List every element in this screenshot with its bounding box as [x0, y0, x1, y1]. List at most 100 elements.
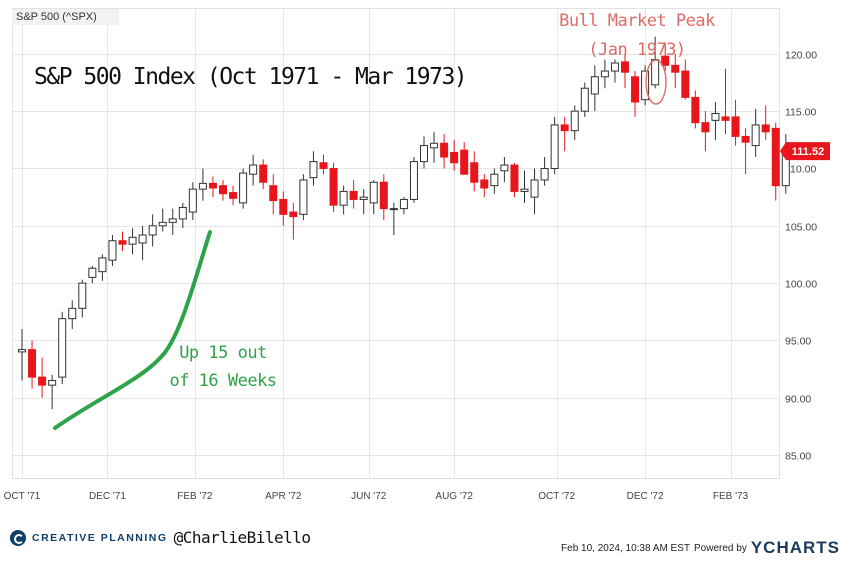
candle-body — [440, 142, 449, 158]
candle-body — [590, 76, 599, 95]
candle — [128, 228, 137, 255]
candle — [188, 182, 197, 221]
candle-body — [239, 172, 248, 204]
candle — [671, 53, 680, 89]
candle — [48, 374, 57, 410]
candle-body — [269, 185, 278, 202]
candle-body — [681, 70, 690, 98]
candle — [259, 159, 268, 190]
candle-body — [128, 236, 137, 245]
peak-circle — [645, 59, 667, 105]
candle-body — [98, 257, 107, 273]
candle — [761, 105, 770, 140]
candle-body — [701, 122, 710, 133]
candle — [319, 154, 328, 175]
candle-body — [229, 192, 238, 199]
candle-body — [329, 167, 338, 206]
candle — [731, 99, 740, 146]
candle — [430, 131, 439, 163]
x-tick-label: AUG '72 — [435, 491, 473, 502]
peak-label-line2: (Jan 1973) — [588, 40, 686, 60]
x-tick-label: DEC '72 — [627, 491, 664, 502]
candle-body — [751, 124, 760, 147]
candle-body — [68, 307, 77, 320]
candle-body — [761, 124, 770, 133]
y-tick-label: 100.00 — [785, 279, 817, 291]
candle — [570, 105, 579, 140]
candle — [440, 134, 449, 169]
candle-body — [409, 161, 418, 200]
candle — [500, 157, 509, 183]
candle-body — [58, 318, 67, 378]
candle-body — [259, 164, 268, 183]
candle-body — [731, 116, 740, 137]
candle-body — [349, 190, 358, 200]
candle — [470, 151, 479, 192]
candle — [580, 82, 589, 117]
candle — [198, 168, 207, 201]
candle-body — [671, 64, 680, 73]
candle — [339, 185, 348, 215]
candle-body — [721, 116, 730, 121]
candle-body — [399, 198, 408, 210]
candle-body — [570, 110, 579, 132]
candle-body — [610, 62, 619, 72]
candle-body — [339, 190, 348, 206]
candle-body — [420, 145, 428, 163]
candle-body — [158, 221, 167, 227]
candle-body — [560, 124, 569, 132]
peak-label-line1: Bull Market Peak — [559, 11, 715, 31]
candle — [460, 142, 469, 175]
candle-body — [369, 181, 378, 204]
candle-body — [389, 208, 398, 211]
candle-body — [661, 55, 670, 66]
candle — [28, 340, 37, 389]
candle — [269, 174, 278, 215]
candle — [18, 328, 26, 381]
candle-body — [430, 142, 439, 149]
candle-body — [168, 218, 177, 223]
timestamp: Feb 10, 2024, 10:38 AM EST — [561, 542, 691, 554]
candle — [711, 102, 720, 140]
candle-body — [178, 206, 187, 220]
powered-by-label: Powered by — [694, 542, 747, 554]
y-tick-label: 105.00 — [785, 222, 817, 234]
candle — [399, 197, 408, 215]
candle — [560, 116, 569, 152]
footer-branding: CREATIVE PLANNING @CharlieBilello — [10, 528, 311, 547]
candle-body — [78, 282, 87, 309]
y-tick-label: 90.00 — [785, 394, 811, 406]
candle — [38, 357, 47, 398]
candle — [118, 231, 127, 252]
candle-body — [450, 151, 459, 164]
candle — [530, 168, 539, 215]
ycharts-logo: YCHARTS — [750, 538, 840, 557]
chart-title: S&P 500 Index (Oct 1971 - Mar 1973) — [34, 64, 468, 90]
candle-body — [691, 96, 700, 124]
candle-body — [631, 76, 640, 103]
candle — [510, 162, 519, 198]
candle-body — [741, 135, 750, 143]
candle-body — [138, 234, 147, 244]
candle-body — [500, 164, 509, 172]
last-price-tag-shape — [780, 142, 830, 161]
candle — [520, 170, 529, 203]
candle — [540, 157, 549, 186]
candle — [661, 42, 670, 72]
candle-body — [641, 70, 650, 101]
candle-body — [510, 164, 519, 192]
x-tick-label: APR '72 — [265, 491, 302, 502]
candle-body — [219, 185, 227, 195]
up-label-line2: of 16 Weeks — [169, 371, 277, 391]
candle — [249, 154, 258, 186]
candle — [168, 208, 177, 235]
candle — [108, 234, 117, 266]
candle — [389, 202, 398, 235]
candle — [178, 202, 187, 229]
y-tick-label: 120.00 — [785, 50, 817, 62]
candle-body — [279, 198, 288, 215]
candle-body — [18, 349, 26, 353]
candle-body — [148, 225, 157, 236]
candle — [359, 189, 368, 215]
